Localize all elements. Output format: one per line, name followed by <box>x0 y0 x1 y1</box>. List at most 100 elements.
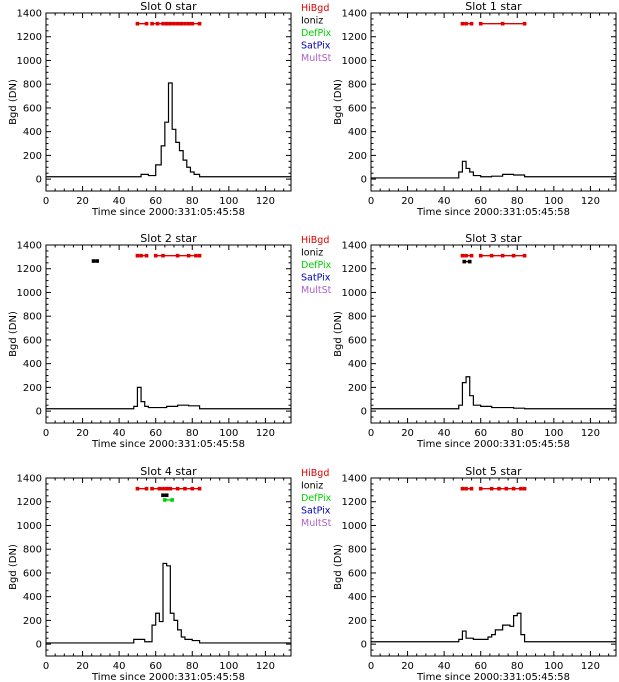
flag-point-ioniz <box>164 493 169 498</box>
y-tick-label: 1000 <box>342 288 367 299</box>
x-tick-label: 100 <box>544 196 563 207</box>
flag-point-hibgd <box>155 21 160 26</box>
flag-point-hibgd <box>464 486 468 491</box>
flag-point-hibgd <box>497 486 501 491</box>
x-tick-label: 0 <box>368 661 374 672</box>
plot-frame <box>370 477 617 657</box>
flag-point-hibgd <box>478 486 483 491</box>
flag-point-hibgd <box>183 21 187 26</box>
y-tick-label: 0 <box>361 175 367 186</box>
x-tick-label: 80 <box>186 196 199 207</box>
chart-panel-slot-0: Slot 0 star 0 200 400 600 800 1000 1200 1400 0 20 4… <box>8 0 332 218</box>
flag-point-ioniz <box>462 259 467 264</box>
x-tick-label: 100 <box>544 661 563 672</box>
bgd-series-line <box>46 562 291 644</box>
y-axis-label: Bgd (DN) <box>333 311 344 357</box>
x-tick-label: 40 <box>113 428 126 439</box>
x-tick-label: 60 <box>149 661 162 672</box>
flag-point-hibgd <box>186 253 191 258</box>
flag-point-hibgd <box>519 486 523 491</box>
x-tick-label: 60 <box>474 196 487 207</box>
y-tick-label: 0 <box>36 640 42 651</box>
y-tick-label: 1200 <box>342 264 367 275</box>
y-tick-label: 0 <box>36 175 42 186</box>
flag-point-hibgd <box>135 253 140 258</box>
flag-point-defpix <box>163 498 167 502</box>
bgd-series-line <box>371 612 616 643</box>
flag-point-hibgd <box>135 486 140 491</box>
x-axis-label: Time since 2000:331:05:45:58 <box>416 672 570 682</box>
flag-point-hibgd <box>164 21 169 26</box>
flag-point-hibgd <box>464 21 468 26</box>
y-tick-label: 1400 <box>342 9 367 20</box>
legend-hibgd: HiBgd <box>301 3 329 14</box>
flag-point-hibgd <box>144 21 149 26</box>
y-tick-label: 200 <box>23 383 42 394</box>
x-tick-label: 20 <box>401 661 414 672</box>
flag-point-hibgd <box>186 21 191 26</box>
y-axis-label: Bgd (DN) <box>8 79 19 125</box>
chart-panel-slot-3: Slot 3 star 0 200 400 600 800 1000 1200 1400 0 20 4… <box>333 232 617 450</box>
legend-ioniz: Ioniz <box>301 16 323 27</box>
flag-point-hibgd <box>179 21 184 26</box>
y-tick-label: 1400 <box>17 474 42 485</box>
chart-title: Slot 0 star <box>140 0 197 13</box>
x-tick-label: 40 <box>438 196 451 207</box>
legend-multst: MultSt <box>301 53 332 64</box>
bgd-series-line <box>46 386 291 410</box>
y-tick-label: 600 <box>348 568 367 579</box>
flag-point-hibgd <box>157 486 162 491</box>
flag-point-hibgd <box>464 253 468 258</box>
y-tick-label: 1400 <box>17 9 42 20</box>
x-tick-label: 60 <box>474 428 487 439</box>
legend-defpix: DefPix <box>301 493 332 504</box>
y-tick-label: 1200 <box>17 264 42 275</box>
plot-frame <box>45 477 292 657</box>
flag-point-hibgd <box>478 21 483 26</box>
x-tick-label: 20 <box>76 196 89 207</box>
legend-multst: MultSt <box>301 285 332 296</box>
flag-point-hibgd <box>522 486 527 491</box>
y-tick-label: 400 <box>23 359 42 370</box>
x-axis-label: Time since 2000:331:05:45:58 <box>91 439 245 450</box>
x-tick-label: 0 <box>368 196 374 207</box>
legend-hibgd: HiBgd <box>301 235 329 246</box>
flag-point-hibgd <box>161 253 165 258</box>
x-tick-label: 20 <box>401 428 414 439</box>
y-tick-label: 200 <box>23 616 42 627</box>
flag-point-hibgd <box>197 21 202 26</box>
flag-point-hibgd <box>175 21 180 26</box>
y-tick-label: 1000 <box>17 56 42 67</box>
flag-point-hibgd <box>139 253 143 258</box>
x-tick-label: 80 <box>511 428 524 439</box>
x-tick-label: 80 <box>511 661 524 672</box>
y-tick-label: 0 <box>361 640 367 651</box>
flag-point-hibgd <box>469 253 474 258</box>
x-tick-label: 20 <box>401 196 414 207</box>
x-tick-label: 60 <box>149 428 162 439</box>
y-tick-label: 400 <box>348 127 367 138</box>
flag-point-hibgd <box>161 486 165 491</box>
x-axis-label: Time since 2000:331:05:45:58 <box>91 672 245 682</box>
x-axis-label: Time since 2000:331:05:45:58 <box>91 207 245 218</box>
flag-point-hibgd <box>460 486 465 491</box>
flag-point-hibgd <box>175 486 180 491</box>
flag-point-hibgd <box>164 486 169 491</box>
y-tick-label: 1000 <box>342 521 367 532</box>
flag-point-hibgd <box>144 253 149 258</box>
chart-title: Slot 5 star <box>465 465 522 478</box>
bgd-series-line <box>46 82 291 178</box>
flag-point-hibgd <box>511 486 516 491</box>
y-tick-label: 1400 <box>342 241 367 252</box>
flag-point-ioniz <box>467 259 472 264</box>
y-tick-label: 1000 <box>17 521 42 532</box>
chart-panel-slot-1: Slot 1 star 0 200 400 600 800 1000 1200 1400 0 20 4… <box>333 0 617 218</box>
flag-point-hibgd <box>150 486 154 491</box>
flag-point-hibgd <box>522 21 527 26</box>
flag-point-hibgd <box>161 21 165 26</box>
y-tick-label: 400 <box>23 127 42 138</box>
flag-point-hibgd <box>190 21 195 26</box>
flag-point-hibgd <box>150 21 154 26</box>
flag-point-hibgd <box>489 486 494 491</box>
